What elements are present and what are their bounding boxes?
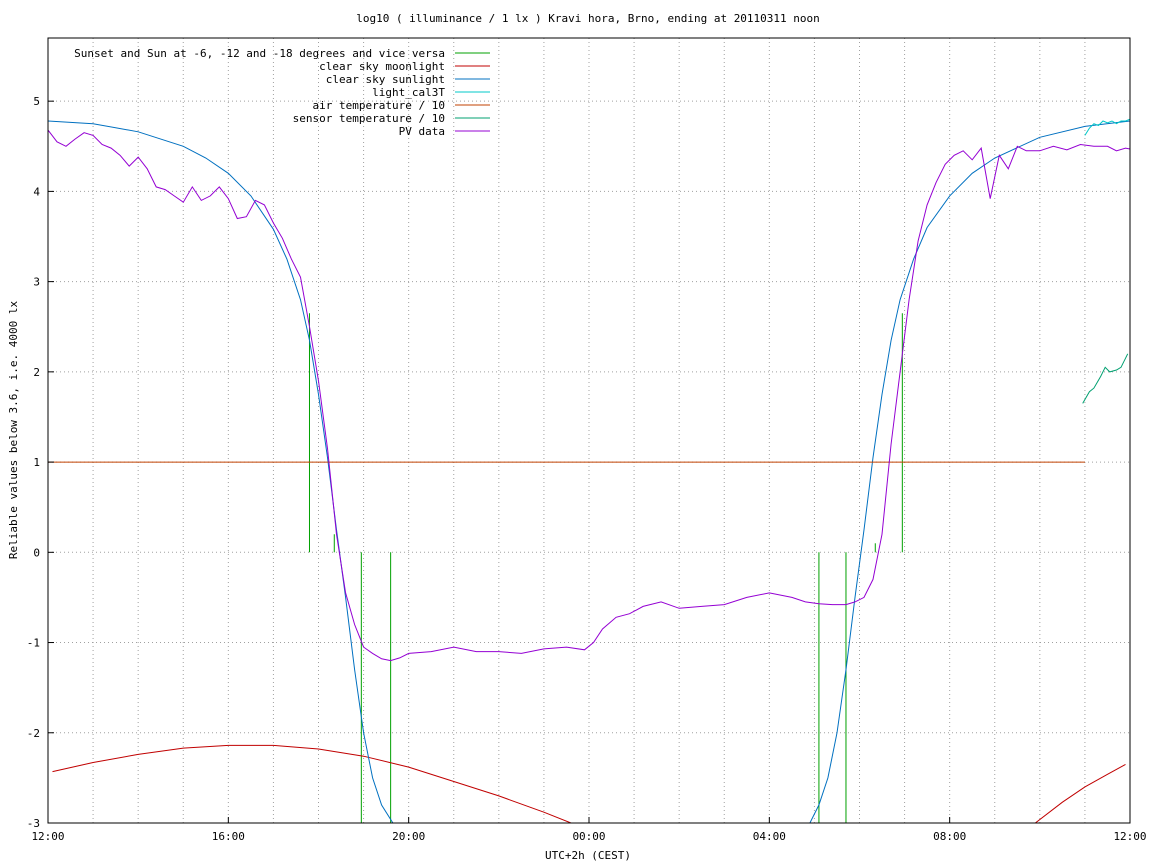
x-axis-label: UTC+2h (CEST) [545, 849, 631, 862]
chart-title: log10 ( illuminance / 1 lx ) Kravi hora,… [356, 12, 820, 25]
series-sunset-and-sun-at-6-12-and-18-degrees-and-vice-versa [308, 313, 903, 823]
y-tick-label: 3 [33, 276, 40, 289]
y-tick-label: -1 [27, 637, 40, 650]
x-tick-label: 04:00 [753, 830, 786, 843]
legend-label: Sunset and Sun at -6, -12 and -18 degree… [74, 47, 445, 60]
x-tick-label: 12:00 [1113, 830, 1146, 843]
ticks: 12:00 16:00 20:00 00:00 04:00 08:00 12:00-3-2-… [27, 95, 1147, 843]
series-clear-sky-moonlight-segment [1034, 763, 1126, 823]
x-tick-label: 12:00 [31, 830, 64, 843]
legend-label: PV data [399, 125, 445, 138]
x-tick-label: 16:00 [212, 830, 245, 843]
x-tick-label: 00:00 [572, 830, 605, 843]
y-axis-label: Reliable values below 3.6, i.e. 4000 lx [7, 300, 20, 559]
legend-label: light_cal3T [372, 86, 445, 99]
y-tick-label: 0 [33, 546, 40, 559]
legend-label: air temperature / 10 [313, 99, 445, 112]
y-tick-label: -2 [27, 727, 40, 740]
series-pv-data [48, 129, 1130, 662]
series-sensor-temperature-10 [1082, 353, 1129, 404]
y-tick-label: 4 [33, 185, 40, 198]
series-clear-sky-moonlight [52, 744, 572, 823]
series-group [48, 118, 1130, 823]
legend-label: clear sky sunlight [326, 73, 445, 86]
y-tick-label: 2 [33, 366, 40, 379]
y-tick-label: -3 [27, 817, 40, 830]
legend: Sunset and Sun at -6, -12 and -18 degree… [74, 47, 490, 138]
y-tick-label: 5 [33, 95, 40, 108]
legend-label: sensor temperature / 10 [293, 112, 445, 125]
legend-label: clear sky moonlight [319, 60, 445, 73]
x-tick-label: 20:00 [392, 830, 425, 843]
y-tick-label: 1 [33, 456, 40, 469]
series-light-cal3t [1084, 118, 1130, 136]
x-tick-label: 08:00 [933, 830, 966, 843]
series-clear-sky-sunlight [48, 120, 1130, 823]
